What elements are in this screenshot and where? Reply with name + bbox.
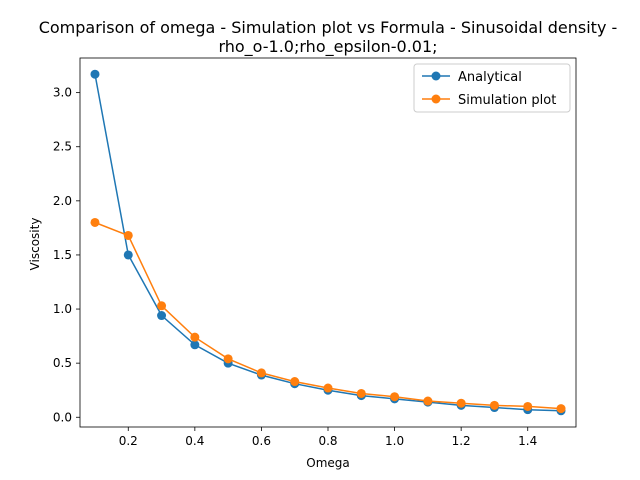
data-point <box>157 311 167 321</box>
data-point <box>556 404 566 414</box>
y-tick-label: 0.5 <box>53 356 72 370</box>
chart-title-line1: Comparison of omega - Simulation plot vs… <box>39 18 618 37</box>
data-point <box>223 354 233 364</box>
plot-frame <box>79 57 577 428</box>
x-tick-label: 1.4 <box>518 434 537 448</box>
y-tick-label: 1.0 <box>53 302 72 316</box>
y-tick-label: 2.5 <box>53 140 72 154</box>
series-0 <box>90 69 566 416</box>
data-point <box>90 69 100 79</box>
series-line <box>94 74 562 412</box>
data-point <box>123 230 133 240</box>
data-point <box>356 388 366 398</box>
x-tick-label: 0.6 <box>252 434 271 448</box>
x-tick-label: 1.0 <box>385 434 404 448</box>
legend: Analytical Simulation plot <box>413 63 571 113</box>
y-tick-label: 0.0 <box>53 410 72 424</box>
x-axis-label: Omega <box>306 456 350 470</box>
legend-marker <box>431 94 441 104</box>
data-point <box>390 392 400 402</box>
data-point <box>423 396 433 406</box>
y-axis: 0.0 0.5 1.0 1.5 2.0 2.5 3.0 <box>53 86 80 424</box>
legend-box <box>413 63 571 113</box>
data-point <box>456 398 466 408</box>
data-point <box>90 217 100 227</box>
legend-label: Analytical <box>458 70 522 85</box>
data-point <box>489 400 499 410</box>
series-layer <box>90 69 566 416</box>
y-axis-label: Viscosity <box>28 218 42 271</box>
data-point <box>323 383 333 393</box>
x-tick-label: 1.2 <box>452 434 471 448</box>
data-point <box>157 301 167 311</box>
legend-label: Simulation plot <box>458 93 556 108</box>
y-tick-label: 2.0 <box>53 194 72 208</box>
data-point <box>256 368 266 378</box>
x-axis: 0.2 0.4 0.6 0.8 1.0 1.2 1.4 <box>119 427 537 448</box>
plot-area <box>79 57 577 428</box>
chart-title-line2: rho_o-1.0;rho_epsilon-0.01; <box>218 37 437 57</box>
x-tick-label: 0.4 <box>185 434 204 448</box>
data-point <box>190 340 200 350</box>
data-point <box>523 401 533 411</box>
legend-marker <box>431 71 441 81</box>
x-tick-label: 0.2 <box>119 434 138 448</box>
x-tick-label: 0.8 <box>318 434 337 448</box>
y-tick-label: 1.5 <box>53 248 72 262</box>
data-point <box>190 332 200 342</box>
data-point <box>123 250 133 260</box>
data-point <box>290 377 300 387</box>
y-tick-label: 3.0 <box>53 86 72 100</box>
series-1 <box>90 217 566 414</box>
